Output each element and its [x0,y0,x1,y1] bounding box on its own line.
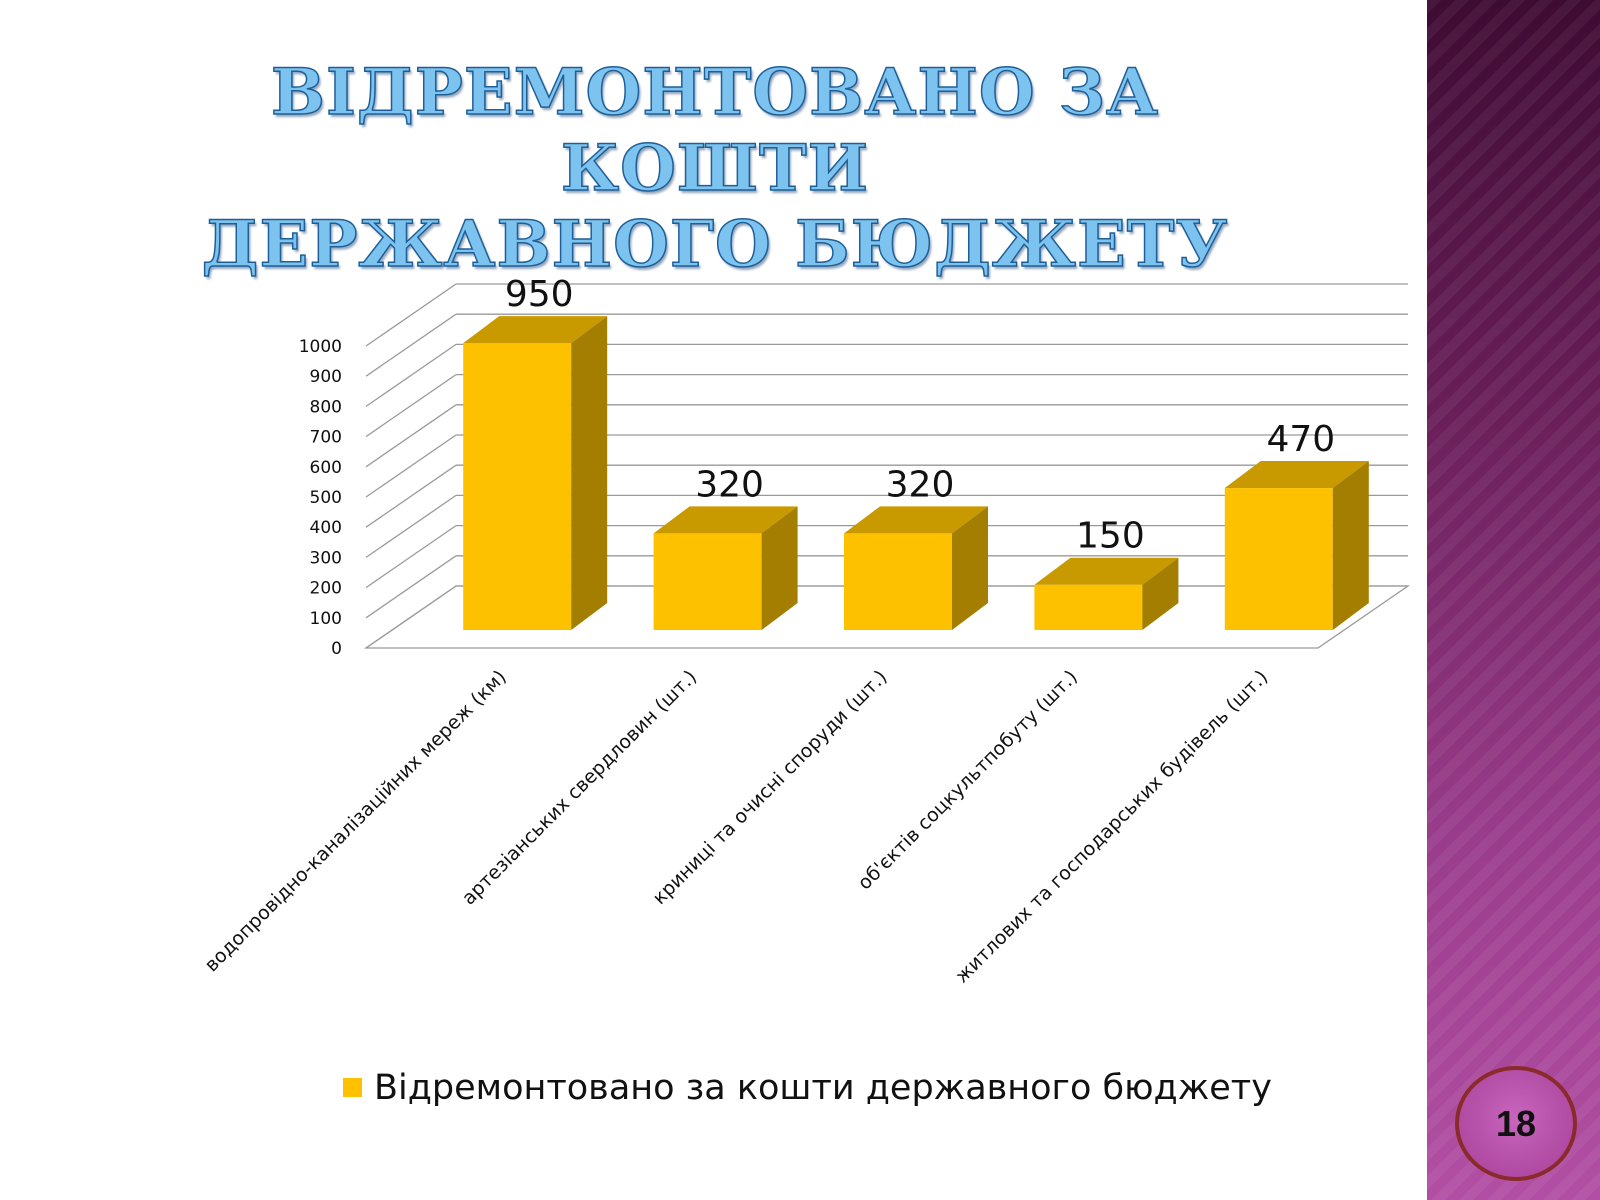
slide-title: ВІДРЕМОНТОВАНО ЗА КОШТИ ДЕРЖАВНОГО БЮДЖЕ… [160,54,1270,283]
legend-swatch [343,1078,362,1097]
y-tick-label: 300 [310,548,342,568]
bar-top [653,506,798,534]
bar-side [1332,461,1369,630]
gridline-side [365,374,457,438]
bar-top [463,316,608,344]
y-tick-label: 400 [310,518,342,538]
gridline-side [365,464,457,528]
y-tick-label: 0 [331,639,342,659]
gridline-side [365,434,457,498]
bar-front [1034,584,1143,630]
decorative-side-band [1427,0,1600,1200]
page-number-badge: 18 [1455,1066,1577,1181]
data-label: 470 [1266,419,1335,460]
gridline-side [365,313,457,377]
bar-side [761,506,798,630]
gridline-side [365,555,457,619]
bar-top [1224,461,1369,489]
bar-top [844,506,988,534]
bar-side [1142,557,1179,630]
legend-label: Відремонтовано за кошти державного бюдже… [374,1068,1272,1108]
bar-front [463,343,572,630]
y-tick-label: 800 [310,397,342,417]
y-tick-label: 900 [310,367,342,387]
gridline-side [365,404,457,468]
bar-front [1224,488,1333,630]
gridline-side [365,494,457,558]
x-category-label: водопровідно-каналізаційних мереж (км) [200,666,510,976]
chart-floor [363,585,1411,649]
x-category-label: житлових та господарських будівель (шт.) [951,666,1272,987]
y-tick-label: 100 [310,609,342,629]
bar-side [571,316,608,630]
data-label: 320 [886,464,955,505]
x-category-label: об'єктів соцкультпобуту (шт.) [854,666,1082,894]
bar-front [844,533,952,630]
y-tick-label: 1000 [299,337,342,357]
x-category-label: криниці та очисні споруди (шт.) [649,666,892,909]
data-label: 950 [505,274,574,315]
gridline-side [365,283,457,347]
slide-title-line-1: ВІДРЕМОНТОВАНО ЗА КОШТИ [270,54,1160,207]
y-tick-label: 500 [310,488,342,508]
y-tick-label: 600 [310,458,342,478]
data-label: 150 [1076,516,1145,557]
y-tick-label: 700 [310,428,342,448]
bar-top [1034,557,1179,585]
slide-title-line-2: ДЕРЖАВНОГО БЮДЖЕТУ [201,206,1229,283]
page-number: 18 [1495,1102,1537,1144]
gridline-side [365,525,457,589]
y-tick-label: 200 [310,579,342,599]
data-label: 320 [695,464,764,505]
x-category-label: артезіанських свердловин (шт.) [458,666,701,909]
bar-front [653,533,762,630]
bar-chart: 0 100 200 300 400 500 600 700 800 900 1000 950 320 3… [200,274,1411,1108]
bar-side [952,506,988,630]
gridline-side [365,343,457,407]
